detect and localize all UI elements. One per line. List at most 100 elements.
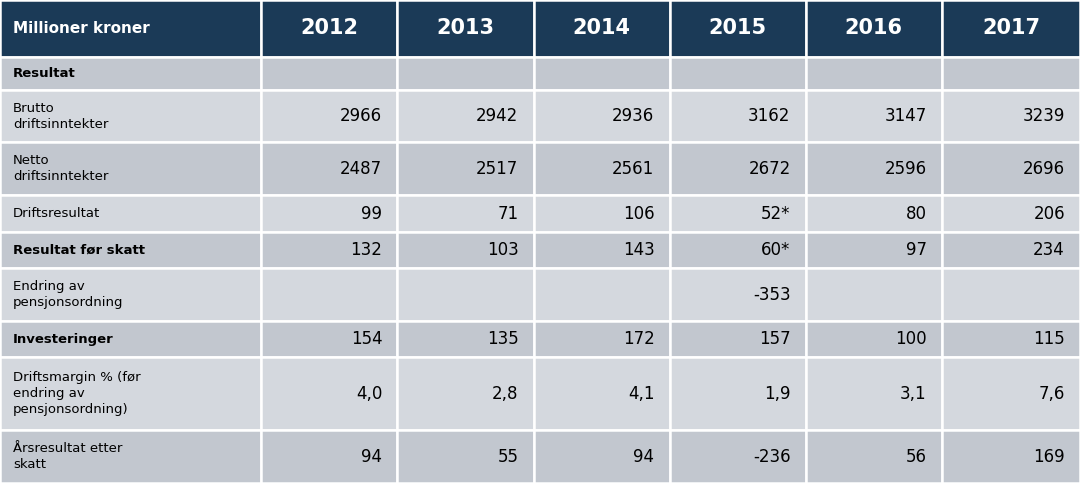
Bar (0, 89, 261, 142)
Text: 1,9: 1,9 (764, 385, 791, 403)
Bar (261, 142, 397, 195)
Bar (534, 0, 670, 57)
Text: 154: 154 (351, 330, 382, 348)
Text: 115: 115 (1034, 330, 1065, 348)
Bar (806, 57, 942, 89)
Bar (942, 0, 1080, 57)
Text: 143: 143 (623, 241, 654, 259)
Text: 99: 99 (362, 205, 382, 223)
Bar (397, 268, 534, 321)
Bar (0, 57, 261, 89)
Text: -236: -236 (753, 448, 791, 466)
Bar (0, 195, 261, 232)
Bar (0, 232, 261, 268)
Text: 71: 71 (497, 205, 518, 223)
Bar (534, 89, 670, 142)
Bar (397, 357, 534, 430)
Bar (806, 89, 942, 142)
Bar (261, 357, 397, 430)
Text: Endring av
pensjonsordning: Endring av pensjonsordning (13, 280, 123, 309)
Bar (0, 142, 261, 195)
Text: 56: 56 (906, 448, 927, 466)
Text: Investeringer: Investeringer (13, 333, 113, 346)
Text: 234: 234 (1034, 241, 1065, 259)
Text: 2672: 2672 (748, 160, 791, 178)
Text: Netto
driftsinntekter: Netto driftsinntekter (13, 155, 108, 184)
Text: 157: 157 (759, 330, 791, 348)
Bar (806, 142, 942, 195)
Text: 100: 100 (895, 330, 927, 348)
Text: 2012: 2012 (300, 18, 359, 38)
Text: 2,8: 2,8 (491, 385, 518, 403)
Text: Resultat før skatt: Resultat før skatt (13, 243, 145, 256)
Bar (806, 430, 942, 483)
Text: 4,0: 4,0 (356, 385, 382, 403)
Bar (397, 57, 534, 89)
Bar (397, 232, 534, 268)
Bar (397, 89, 534, 142)
Text: 2015: 2015 (708, 18, 767, 38)
Text: 7,6: 7,6 (1039, 385, 1065, 403)
Text: 2696: 2696 (1023, 160, 1065, 178)
Text: 60*: 60* (761, 241, 791, 259)
Bar (397, 0, 534, 57)
Bar (942, 57, 1080, 89)
Bar (261, 321, 397, 357)
Bar (942, 268, 1080, 321)
Bar (397, 142, 534, 195)
Bar (0, 268, 261, 321)
Bar (806, 268, 942, 321)
Text: 80: 80 (906, 205, 927, 223)
Bar (670, 142, 806, 195)
Text: 2487: 2487 (340, 160, 382, 178)
Bar (534, 142, 670, 195)
Bar (670, 195, 806, 232)
Bar (942, 89, 1080, 142)
Bar (806, 321, 942, 357)
Text: Millioner kroner: Millioner kroner (13, 21, 150, 36)
Bar (261, 57, 397, 89)
Text: 94: 94 (634, 448, 654, 466)
Bar (670, 89, 806, 142)
Text: 3147: 3147 (885, 107, 927, 125)
Bar (670, 268, 806, 321)
Text: 2013: 2013 (436, 18, 495, 38)
Text: Driftsresultat: Driftsresultat (13, 207, 100, 220)
Bar (0, 430, 261, 483)
Bar (942, 142, 1080, 195)
Text: 103: 103 (487, 241, 518, 259)
Bar (670, 0, 806, 57)
Bar (261, 430, 397, 483)
Bar (942, 430, 1080, 483)
Bar (397, 430, 534, 483)
Text: 94: 94 (362, 448, 382, 466)
Text: 2966: 2966 (340, 107, 382, 125)
Text: 106: 106 (623, 205, 654, 223)
Bar (261, 0, 397, 57)
Text: 135: 135 (487, 330, 518, 348)
Bar (534, 232, 670, 268)
Text: 2936: 2936 (612, 107, 654, 125)
Bar (942, 357, 1080, 430)
Text: 172: 172 (623, 330, 654, 348)
Bar (806, 0, 942, 57)
Bar (397, 321, 534, 357)
Text: Brutto
driftsinntekter: Brutto driftsinntekter (13, 101, 108, 130)
Text: -353: -353 (753, 285, 791, 303)
Bar (0, 357, 261, 430)
Text: 2517: 2517 (476, 160, 518, 178)
Bar (806, 357, 942, 430)
Text: 3239: 3239 (1023, 107, 1065, 125)
Bar (942, 195, 1080, 232)
Bar (534, 357, 670, 430)
Text: 2561: 2561 (612, 160, 654, 178)
Bar (670, 321, 806, 357)
Text: 3162: 3162 (748, 107, 791, 125)
Bar (534, 430, 670, 483)
Bar (534, 57, 670, 89)
Bar (670, 430, 806, 483)
Bar (261, 232, 397, 268)
Bar (534, 268, 670, 321)
Text: 2016: 2016 (845, 18, 903, 38)
Text: 206: 206 (1034, 205, 1065, 223)
